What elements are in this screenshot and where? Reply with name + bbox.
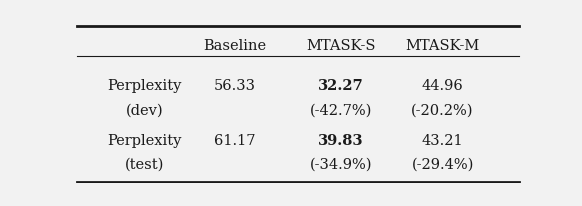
Text: (dev): (dev) (126, 103, 164, 117)
Text: 39.83: 39.83 (318, 133, 364, 147)
Text: Baseline: Baseline (204, 39, 267, 53)
Text: (-34.9%): (-34.9%) (310, 158, 372, 172)
Text: Perplexity: Perplexity (108, 79, 182, 93)
Text: (-29.4%): (-29.4%) (411, 158, 474, 172)
Text: 61.17: 61.17 (214, 133, 256, 147)
Text: Perplexity: Perplexity (108, 133, 182, 147)
Text: (-20.2%): (-20.2%) (411, 103, 474, 117)
Text: 44.96: 44.96 (422, 79, 463, 93)
Text: 32.27: 32.27 (318, 79, 364, 93)
Text: (-42.7%): (-42.7%) (310, 103, 372, 117)
Text: 56.33: 56.33 (214, 79, 256, 93)
Text: (test): (test) (125, 158, 165, 172)
Text: 43.21: 43.21 (422, 133, 463, 147)
Text: MTASK-S: MTASK-S (306, 39, 376, 53)
Text: MTASK-M: MTASK-M (406, 39, 480, 53)
